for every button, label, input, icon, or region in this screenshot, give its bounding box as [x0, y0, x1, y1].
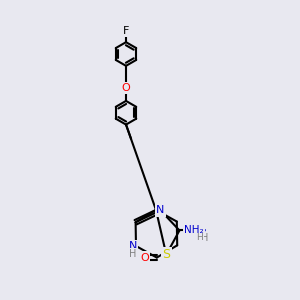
- Text: F: F: [123, 26, 129, 36]
- Text: F: F: [123, 26, 129, 36]
- Text: NH₂: NH₂: [184, 225, 204, 236]
- Text: H: H: [201, 233, 208, 243]
- Text: O: O: [140, 253, 149, 262]
- Text: N: N: [156, 206, 165, 215]
- Text: NH₂: NH₂: [187, 225, 207, 236]
- Text: H: H: [129, 248, 137, 259]
- Text: N: N: [129, 241, 137, 251]
- Text: O: O: [122, 83, 130, 93]
- Text: H: H: [196, 233, 203, 242]
- Text: S: S: [162, 248, 170, 261]
- Text: S: S: [162, 248, 170, 261]
- Text: N: N: [156, 206, 165, 215]
- Text: N: N: [129, 241, 137, 251]
- Text: O: O: [122, 83, 130, 93]
- Text: H: H: [129, 248, 137, 259]
- Text: O: O: [140, 253, 149, 262]
